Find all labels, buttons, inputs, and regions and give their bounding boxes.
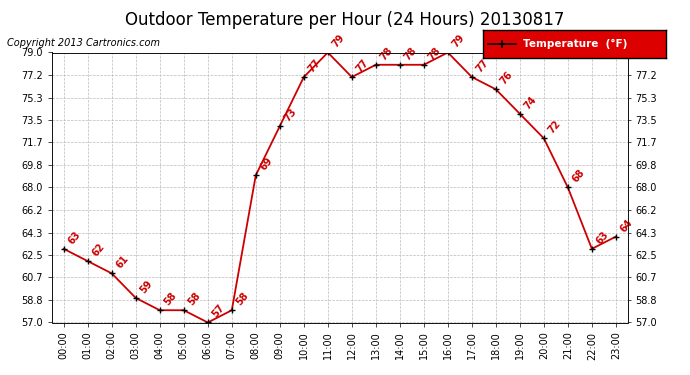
Text: 78: 78 — [426, 45, 443, 62]
Text: 63: 63 — [595, 230, 611, 246]
Text: 57: 57 — [210, 303, 227, 320]
Text: 77: 77 — [355, 57, 371, 74]
Text: 64: 64 — [619, 217, 635, 234]
Text: 63: 63 — [66, 230, 83, 246]
Text: Copyright 2013 Cartronics.com: Copyright 2013 Cartronics.com — [7, 38, 160, 48]
Text: 69: 69 — [259, 156, 275, 172]
Text: 74: 74 — [522, 94, 539, 111]
Text: 58: 58 — [163, 291, 179, 308]
Text: Temperature  (°F): Temperature (°F) — [523, 39, 628, 49]
Text: 59: 59 — [139, 278, 155, 295]
Text: 72: 72 — [546, 119, 563, 136]
Text: 77: 77 — [475, 57, 491, 74]
Text: 78: 78 — [379, 45, 395, 62]
Text: 79: 79 — [331, 33, 347, 50]
Text: 78: 78 — [403, 45, 419, 62]
Text: 68: 68 — [571, 168, 587, 185]
Text: 61: 61 — [115, 254, 131, 271]
Text: 79: 79 — [451, 33, 467, 50]
Text: 73: 73 — [283, 106, 299, 123]
Text: 62: 62 — [90, 242, 107, 258]
Text: 58: 58 — [235, 291, 251, 308]
Text: 58: 58 — [186, 291, 203, 308]
Text: 77: 77 — [306, 57, 323, 74]
Text: 76: 76 — [499, 70, 515, 87]
Text: Outdoor Temperature per Hour (24 Hours) 20130817: Outdoor Temperature per Hour (24 Hours) … — [126, 11, 564, 29]
